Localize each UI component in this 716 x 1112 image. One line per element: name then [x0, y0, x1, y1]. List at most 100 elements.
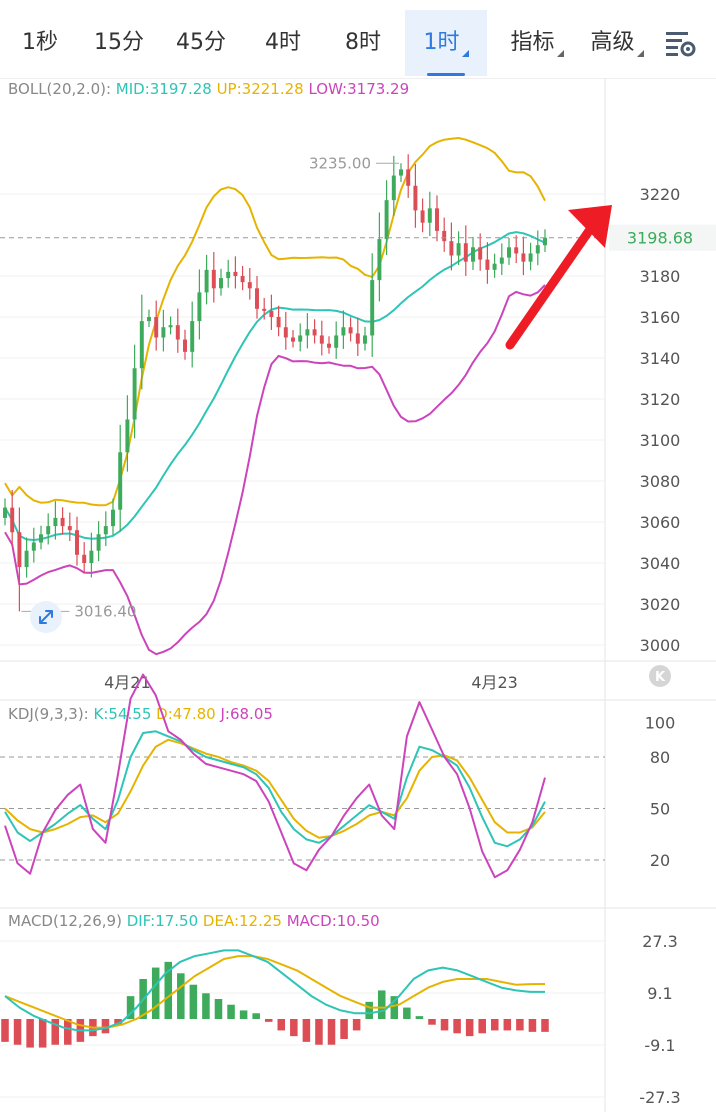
macd-histogram-bar: [189, 984, 198, 1019]
macd-histogram-bar: [114, 1019, 122, 1025]
macd-histogram-bar: [528, 1019, 537, 1032]
macd-histogram-bar: [352, 1019, 361, 1031]
price-tick-label: 3180: [640, 267, 681, 286]
kdj-tick-label: 80: [650, 748, 670, 767]
kdj-d-value: D:47.80: [156, 705, 216, 723]
macd-dif-line: [4, 949, 545, 1032]
candle-body: [17, 532, 22, 568]
tab-1s[interactable]: 1秒: [0, 10, 80, 76]
boll-lower-line: [4, 284, 546, 656]
candle-body: [327, 343, 331, 348]
candle-body: [211, 269, 216, 289]
tab-label: 高级: [590, 30, 635, 55]
macd-histogram-bar: [151, 967, 160, 1019]
candle-body: [168, 325, 173, 328]
candle-body: [363, 335, 367, 344]
annotation-arrow-shaft: [505, 210, 605, 350]
candle-body: [219, 278, 223, 289]
candle-body: [471, 247, 475, 262]
candle-body: [82, 554, 87, 563]
candle-body: [75, 530, 79, 555]
macd-histogram-bar: [214, 999, 223, 1019]
candle-body: [46, 526, 51, 535]
tab-4h[interactable]: 4时: [244, 10, 322, 76]
tab-indicators[interactable]: 指标: [497, 10, 577, 76]
macd-histogram-bar: [202, 993, 210, 1019]
tab-1h[interactable]: 1时: [405, 10, 487, 76]
tab-label: 指标: [510, 30, 555, 55]
macd-histogram-bar: [126, 996, 135, 1019]
macd-histogram-bar: [403, 1007, 411, 1019]
candle-body: [175, 325, 180, 340]
macd-histogram-bar: [302, 1019, 311, 1042]
price-tick-label: 3100: [640, 431, 681, 450]
price-tick-label: 3160: [640, 308, 681, 327]
macd-histogram-bar: [478, 1019, 486, 1034]
candle-body: [427, 208, 432, 223]
tab-label: 1时: [423, 30, 460, 55]
settings-icon[interactable]: [660, 24, 700, 64]
tab-45m[interactable]: 45分: [158, 10, 244, 76]
candle-body: [312, 329, 317, 336]
macd-histogram-bar: [453, 1019, 461, 1034]
candle-body: [24, 550, 29, 568]
candle-body: [391, 175, 396, 201]
macd-histogram-bar: [516, 1019, 524, 1031]
candle-body: [355, 333, 360, 344]
candle-body: [377, 239, 382, 281]
candle-body: [442, 230, 447, 242]
annotation-arrow-head: [568, 205, 612, 248]
kdj-d-line: [4, 738, 546, 839]
candle-body: [103, 526, 108, 535]
candle-body: [341, 327, 346, 336]
candle-body: [247, 282, 252, 289]
current-price-box: [609, 224, 716, 251]
candle-body: [226, 271, 231, 279]
candle-body: [384, 200, 389, 240]
candle-body: [528, 253, 533, 262]
active-underline: [427, 73, 465, 76]
dropdown-triangle-icon: [461, 50, 469, 57]
macd-tick-label: 27.3: [642, 932, 678, 951]
macd-histogram-bar: [440, 1019, 449, 1031]
kdj-tick-label: 50: [650, 800, 670, 819]
boll-low-value: LOW:3173.29: [308, 80, 410, 98]
candle-body: [283, 327, 288, 338]
collapse-icon: [649, 665, 671, 687]
candle-body: [255, 288, 259, 309]
candle-body: [269, 310, 274, 317]
current-price-label: 3198.68: [627, 229, 693, 248]
candle-body: [319, 335, 324, 344]
macd-histogram-bar: [315, 1019, 323, 1045]
timeframe-tabs: 1秒 15分 45分 4时 8时 1时 指标 高级: [0, 0, 716, 79]
macd-histogram-bar: [26, 1019, 34, 1048]
candle-body: [3, 507, 7, 518]
compress-icon-glyph: [39, 610, 53, 624]
macd-name: MACD(12,26,9): [8, 912, 122, 930]
macd-histogram-bar: [541, 1019, 549, 1032]
candle-body: [89, 550, 94, 563]
candle-body: [233, 271, 238, 276]
candle-body: [305, 329, 310, 336]
tab-15m[interactable]: 15分: [80, 10, 158, 76]
macd-histogram-bar: [290, 1019, 298, 1037]
candle-body: [161, 327, 166, 338]
candle-body: [190, 321, 195, 352]
candle-body: [348, 327, 353, 334]
candle-body: [147, 317, 151, 322]
candle-body: [521, 253, 526, 262]
macd-histogram-bar: [327, 1019, 336, 1045]
macd-tick-label: -27.3: [639, 1088, 680, 1107]
macd-histogram-bar: [415, 1016, 424, 1019]
candle-body: [406, 169, 411, 186]
candle-body: [118, 452, 123, 510]
candle-body: [96, 534, 101, 551]
candle-body: [420, 210, 425, 223]
macd-histogram-bar: [365, 1001, 373, 1019]
candle-body: [370, 280, 375, 336]
price-tick-label: 3140: [640, 349, 681, 368]
tab-8h[interactable]: 8时: [322, 10, 404, 76]
candle-body: [197, 292, 202, 322]
candle-body: [514, 247, 519, 254]
tab-advanced[interactable]: 高级: [577, 10, 657, 76]
